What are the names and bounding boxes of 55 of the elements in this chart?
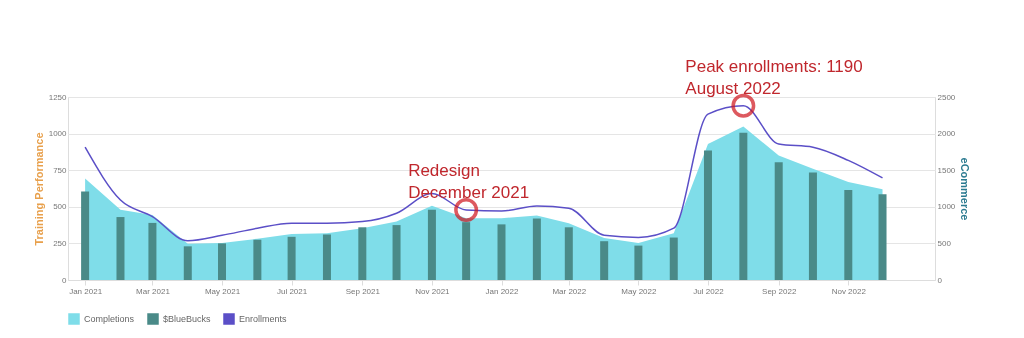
y2-tick-label: 1000 xyxy=(937,202,956,212)
y2-tick-label: 500 xyxy=(937,238,952,248)
bar xyxy=(81,191,90,280)
annotation: Redesign December 2021 xyxy=(408,161,530,203)
bar xyxy=(427,209,436,280)
bar xyxy=(183,246,192,280)
x-tick-label: Jan 2021 xyxy=(69,286,103,296)
x-tick-label: Jan 2022 xyxy=(485,286,520,296)
bar xyxy=(774,162,783,280)
bar xyxy=(703,150,712,280)
bar xyxy=(634,245,643,280)
bar xyxy=(739,132,748,280)
bar xyxy=(253,239,262,280)
bar xyxy=(218,243,227,280)
bar xyxy=(497,224,506,280)
bar xyxy=(462,222,471,280)
x-tick-label: Sep 2021 xyxy=(345,286,381,296)
legend-label: $BlueBucks xyxy=(163,314,212,324)
x-tick-label: Nov 2022 xyxy=(831,286,867,296)
y2-tick-label: 0 xyxy=(937,275,943,285)
bar xyxy=(600,241,609,280)
y-axis-title: Training Performance xyxy=(32,132,45,246)
y2-tick-label: 1500 xyxy=(937,165,956,175)
y-tick-label: 500 xyxy=(53,202,68,212)
bar xyxy=(116,217,125,280)
bar xyxy=(878,194,887,280)
bar xyxy=(808,172,817,280)
bar xyxy=(669,237,678,280)
x-tick-label: Mar 2021 xyxy=(136,286,171,296)
x-tick-label: Nov 2021 xyxy=(415,286,451,296)
bar xyxy=(392,225,401,280)
y-tick-label: 0 xyxy=(62,275,68,285)
legend-label: Completions xyxy=(84,314,135,324)
legend-label: Enrollments xyxy=(239,314,288,324)
bar xyxy=(358,227,367,280)
y-tick-label: 1250 xyxy=(48,92,68,102)
bar xyxy=(322,234,331,280)
x-tick-label: Jul 2022 xyxy=(693,286,725,296)
y-tick-label: 1000 xyxy=(48,129,68,139)
y-tick-label: 250 xyxy=(53,238,68,248)
bar xyxy=(287,236,296,280)
y2-tick-label: 2000 xyxy=(937,129,956,139)
y2-axis-title: eCommerce xyxy=(959,157,972,221)
x-tick-label: Jul 2021 xyxy=(276,286,308,296)
x-tick-label: Mar 2022 xyxy=(552,286,587,296)
x-tick-label: May 2022 xyxy=(621,286,658,296)
x-tick-label: Sep 2022 xyxy=(762,286,797,296)
y2-tick-label: 2500 xyxy=(937,92,956,102)
bar xyxy=(532,218,541,280)
annotation: Peak enrollments: 1190 August 2022 xyxy=(685,56,863,98)
bar xyxy=(564,227,573,280)
bar xyxy=(844,189,853,280)
bar xyxy=(148,222,157,280)
x-tick-label: May 2021 xyxy=(204,286,241,296)
y-tick-label: 750 xyxy=(53,165,68,175)
